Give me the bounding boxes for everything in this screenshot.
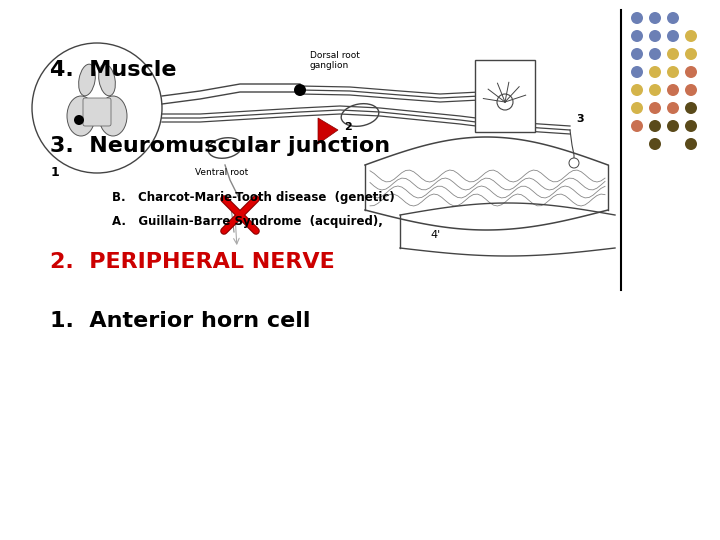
- Ellipse shape: [78, 64, 95, 96]
- Text: 2.  PERIPHERAL NERVE: 2. PERIPHERAL NERVE: [50, 252, 335, 272]
- Circle shape: [649, 30, 661, 42]
- Circle shape: [649, 12, 661, 24]
- Text: 2: 2: [344, 122, 352, 132]
- FancyBboxPatch shape: [83, 98, 111, 126]
- Circle shape: [685, 102, 697, 114]
- Circle shape: [685, 84, 697, 96]
- FancyBboxPatch shape: [475, 60, 535, 132]
- Text: 3.  Neuromuscular junction: 3. Neuromuscular junction: [50, 136, 390, 156]
- Circle shape: [569, 158, 579, 168]
- Ellipse shape: [99, 96, 127, 136]
- Circle shape: [649, 66, 661, 78]
- Circle shape: [74, 115, 84, 125]
- Circle shape: [649, 48, 661, 60]
- Circle shape: [667, 120, 679, 132]
- Circle shape: [649, 120, 661, 132]
- Circle shape: [649, 138, 661, 150]
- Circle shape: [667, 84, 679, 96]
- Circle shape: [631, 30, 643, 42]
- Ellipse shape: [99, 64, 115, 96]
- Circle shape: [631, 12, 643, 24]
- Text: A.   Guillain-Barre Syndrome  (acquired),: A. Guillain-Barre Syndrome (acquired),: [112, 215, 382, 228]
- Circle shape: [667, 102, 679, 114]
- Circle shape: [685, 30, 697, 42]
- Text: 3: 3: [576, 114, 584, 124]
- Circle shape: [685, 66, 697, 78]
- Circle shape: [631, 84, 643, 96]
- Circle shape: [685, 120, 697, 132]
- Circle shape: [649, 84, 661, 96]
- Text: Ventral root: Ventral root: [195, 168, 248, 177]
- Text: 4.  Muscle: 4. Muscle: [50, 60, 177, 80]
- Circle shape: [631, 48, 643, 60]
- Circle shape: [631, 102, 643, 114]
- Polygon shape: [318, 118, 338, 144]
- Circle shape: [631, 66, 643, 78]
- Circle shape: [497, 94, 513, 110]
- Circle shape: [667, 66, 679, 78]
- Circle shape: [685, 138, 697, 150]
- Circle shape: [667, 12, 679, 24]
- Circle shape: [667, 48, 679, 60]
- Circle shape: [294, 84, 306, 96]
- Text: 1: 1: [50, 166, 59, 179]
- Text: 1.  Anterior horn cell: 1. Anterior horn cell: [50, 311, 311, 332]
- Circle shape: [667, 30, 679, 42]
- Text: 4': 4': [430, 230, 440, 240]
- Circle shape: [649, 102, 661, 114]
- Ellipse shape: [67, 96, 95, 136]
- Circle shape: [631, 120, 643, 132]
- Text: Dorsal root
ganglion: Dorsal root ganglion: [310, 51, 360, 70]
- Circle shape: [685, 48, 697, 60]
- Text: B.   Charcot-Marie-Tooth disease  (genetic): B. Charcot-Marie-Tooth disease (genetic): [112, 191, 395, 204]
